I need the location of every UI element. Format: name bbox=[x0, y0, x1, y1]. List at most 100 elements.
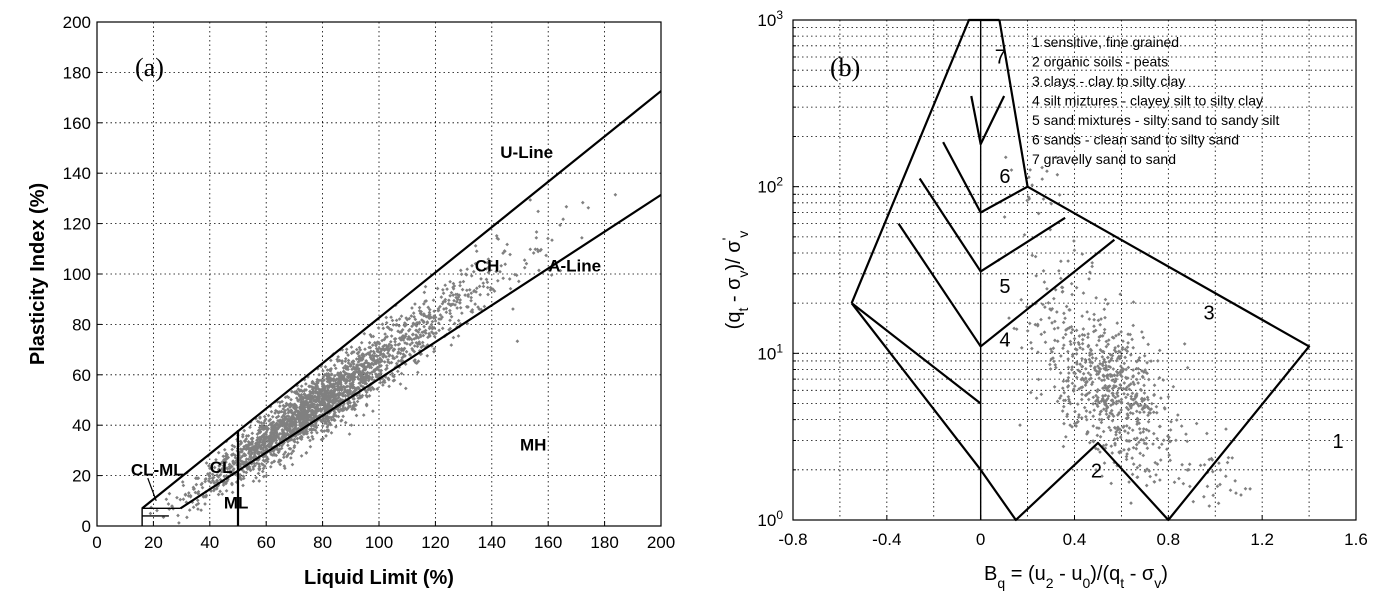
panel-b-point bbox=[1103, 315, 1107, 320]
panel-a-point bbox=[308, 444, 313, 449]
panel-b-point bbox=[1104, 442, 1109, 447]
panel-b-point bbox=[1106, 338, 1111, 342]
panel-a-point bbox=[421, 333, 426, 338]
panel-a-point bbox=[196, 507, 200, 511]
panel-b-point bbox=[1069, 281, 1074, 286]
panel-b-point bbox=[1150, 401, 1154, 406]
panel-b-point bbox=[1072, 248, 1077, 253]
panel-b-point bbox=[1239, 493, 1243, 497]
panel-a-point bbox=[486, 270, 491, 275]
panel-a-region-labels: U-Line CH A-Line MH CL-ML CL ML bbox=[131, 143, 601, 512]
panel-a-point bbox=[544, 253, 548, 258]
panel-a-point bbox=[351, 359, 356, 364]
panel-a-point bbox=[287, 428, 292, 433]
panel-a-point bbox=[456, 334, 461, 338]
panel-b-point bbox=[1041, 269, 1046, 273]
panel-a-point bbox=[175, 495, 179, 500]
panel-a-point bbox=[261, 421, 266, 426]
panel-b-point bbox=[1135, 436, 1139, 441]
panel-b-point bbox=[1091, 395, 1096, 400]
panel-b-point bbox=[1081, 291, 1086, 295]
panel-a-point bbox=[276, 414, 281, 419]
panel-a-point bbox=[221, 483, 226, 487]
panel-b-point bbox=[1087, 440, 1092, 445]
panel-b-point bbox=[1127, 480, 1131, 484]
panel-b-point bbox=[1091, 414, 1096, 419]
panel-b-point bbox=[1153, 460, 1158, 465]
panel-b-point bbox=[1057, 193, 1062, 197]
panel-b-point bbox=[1134, 377, 1139, 382]
panel-a-point bbox=[251, 479, 256, 484]
panel-b-point bbox=[1188, 484, 1192, 489]
panel-a-region-a-line: A-Line bbox=[548, 256, 601, 275]
panel-a-xtick-label: 20 bbox=[144, 533, 163, 552]
panel-a-point bbox=[271, 437, 276, 441]
panel-a-point bbox=[324, 395, 329, 399]
panel-b-point bbox=[1092, 408, 1097, 413]
panel-a-point bbox=[531, 251, 536, 255]
panel-a-point bbox=[170, 504, 174, 508]
panel-b-point bbox=[1069, 367, 1074, 372]
panel-a-point bbox=[281, 417, 285, 422]
panel-b-xtick-label: 0.8 bbox=[1157, 530, 1181, 549]
panel-a-point bbox=[213, 480, 217, 485]
panel-a-point bbox=[418, 342, 422, 346]
panel-a-point bbox=[426, 305, 431, 310]
panel-a-point bbox=[394, 318, 399, 323]
panel-b-point bbox=[1215, 484, 1220, 489]
panel-b-point bbox=[1187, 462, 1192, 467]
panel-a-point bbox=[251, 448, 256, 453]
panel-a-point bbox=[338, 372, 343, 377]
panel-a-point bbox=[260, 469, 265, 474]
panel-a-point bbox=[433, 319, 438, 323]
panel-b-point bbox=[1096, 387, 1100, 392]
panel-a-point bbox=[440, 326, 445, 331]
panel-b-point bbox=[1152, 383, 1157, 388]
panel-b-point bbox=[1101, 429, 1106, 434]
panel-a-point bbox=[359, 375, 364, 379]
panel-a-point bbox=[232, 467, 236, 471]
panel-a-point bbox=[256, 471, 261, 476]
panel-a-point bbox=[320, 381, 325, 386]
panel-a-point bbox=[308, 403, 313, 407]
panel-a-point bbox=[196, 489, 201, 494]
panel-a-point bbox=[508, 286, 513, 291]
panel-a-point bbox=[455, 297, 460, 302]
panel-b-point bbox=[1207, 504, 1212, 508]
panel-b-point bbox=[1118, 383, 1123, 387]
panel-b-point bbox=[1052, 296, 1056, 301]
panel-a-xticks: 0 20 40 60 80 100 120 140 160 180 200 bbox=[92, 521, 675, 552]
panel-a-point bbox=[363, 347, 367, 352]
panel-b-point bbox=[1066, 357, 1071, 361]
panel-a-point bbox=[501, 251, 505, 256]
panel-a-point bbox=[269, 461, 274, 465]
panel-a-xlabel: Liquid Limit (%) bbox=[304, 567, 454, 589]
panel-a-point bbox=[315, 377, 320, 382]
panel-a-point bbox=[311, 437, 315, 441]
panel-b-point bbox=[1228, 488, 1233, 493]
panel-b-legend-item: 3 clays - clay to silty clay bbox=[1032, 73, 1185, 89]
panel-b-point bbox=[1028, 168, 1033, 172]
panel-a-point bbox=[429, 315, 433, 320]
panel-a-point bbox=[367, 340, 372, 345]
panel-b-point bbox=[1155, 436, 1159, 441]
panel-b-ytick-label: 100 bbox=[757, 508, 783, 530]
panel-a-ytick-label: 160 bbox=[63, 114, 91, 133]
panel-a-point bbox=[210, 476, 215, 480]
panel-a-point bbox=[465, 267, 470, 272]
panel-b-point bbox=[1039, 332, 1044, 337]
panel-a-point bbox=[485, 285, 490, 290]
panel-a-point bbox=[298, 415, 303, 420]
panel-a-point bbox=[303, 403, 308, 407]
panel-b-point bbox=[1060, 386, 1065, 391]
panel-a-point bbox=[329, 358, 333, 363]
panel-a-point bbox=[361, 378, 366, 382]
panel-b-point bbox=[1040, 177, 1045, 181]
panel-b-xticks: -0.8 -0.4 0 0.4 0.8 1.2 1.6 bbox=[778, 515, 1368, 549]
panel-a-point bbox=[367, 375, 372, 380]
panel-b-xtick-label: 1.6 bbox=[1344, 530, 1368, 549]
panel-a-point bbox=[384, 355, 388, 359]
panel-a-point bbox=[288, 419, 292, 424]
panel-b-point bbox=[1130, 391, 1135, 396]
panel-b-point bbox=[1223, 474, 1228, 479]
